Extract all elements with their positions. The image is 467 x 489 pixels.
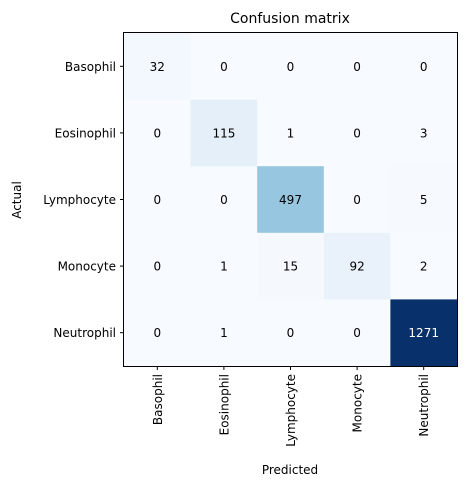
cell-value-label: 0: [153, 193, 161, 207]
cell-value-label: 1: [220, 326, 228, 340]
heatmap-cell: [323, 232, 391, 300]
y-axis-label: Actual: [10, 181, 24, 219]
cell-value-label: 0: [287, 326, 295, 340]
chart-title: Confusion matrix: [230, 11, 350, 27]
y-axis-ticks: Basophil Eosinophil Lymphocyte Monocyte Neut…: [43, 60, 124, 340]
heatmap-cell: [323, 299, 391, 367]
cell-value-label: 92: [349, 260, 364, 274]
heatmap-cell: [323, 33, 391, 101]
y-tick-label: Basophil: [65, 60, 116, 74]
cell-value-label: 0: [287, 60, 295, 74]
cell-value-label: 0: [153, 260, 161, 274]
heatmap-cell: [257, 299, 325, 367]
heatmap-cell: [190, 299, 258, 367]
cell-value-label: 0: [220, 193, 228, 207]
heatmap-cell: [323, 166, 391, 234]
x-tick-label: Basophil: [151, 374, 165, 425]
heatmap-cells: [124, 33, 458, 367]
heatmap-cell: [124, 99, 192, 167]
y-tick-label: Monocyte: [58, 260, 116, 274]
heatmap-cell-labels: 32 0 0 0 00 115 1 0 30 0 497 0 50 1 15 92 20 1 0 0 1271: [150, 60, 439, 340]
cell-value-label: 0: [420, 60, 428, 74]
heatmap-cell: [323, 99, 391, 167]
x-tick-label: Eosinophil: [217, 374, 231, 435]
x-tick-label: Monocyte: [351, 374, 365, 432]
cell-value-label: 497: [279, 193, 302, 207]
x-axis-label: Predicted: [262, 463, 318, 477]
y-tick-label: Eosinophil: [55, 126, 116, 140]
cell-value-label: 3: [420, 126, 428, 140]
heatmap-cell: [124, 232, 192, 300]
heatmap-cell: [390, 299, 458, 367]
cell-value-label: 115: [212, 126, 235, 140]
cell-value-label: 0: [220, 60, 228, 74]
heatmap-cell: [190, 33, 258, 101]
cell-value-label: 1271: [408, 326, 439, 340]
heatmap-cell: [390, 166, 458, 234]
y-tick-label: Neutrophil: [53, 326, 116, 340]
heatmap-cell: [390, 33, 458, 101]
cell-value-label: 0: [153, 126, 161, 140]
cell-value-label: 15: [283, 260, 298, 274]
heatmap-cell: [124, 166, 192, 234]
heatmap-cell: [257, 99, 325, 167]
cell-value-label: 0: [353, 126, 361, 140]
cell-value-label: 5: [420, 193, 428, 207]
cell-value-label: 2: [420, 260, 428, 274]
cell-value-label: 32: [150, 60, 165, 74]
cell-value-label: 0: [353, 60, 361, 74]
cell-value-label: 0: [353, 193, 361, 207]
heatmap-cell: [257, 166, 325, 234]
heatmap-cell: [257, 33, 325, 101]
heatmap-cell: [124, 33, 192, 101]
heatmap-cell: [124, 299, 192, 367]
x-tick-label: Neutrophil: [417, 374, 431, 437]
x-tick-label: Lymphocyte: [284, 374, 298, 447]
cell-value-label: 0: [353, 326, 361, 340]
x-axis-ticks: Basophil Eosinophil Lymphocyte Monocyte Neut…: [151, 366, 431, 447]
heatmap-cell: [190, 166, 258, 234]
heatmap-cell: [190, 232, 258, 300]
heatmap-cell: [390, 99, 458, 167]
heatmap-cell: [257, 232, 325, 300]
y-tick-label: Lymphocyte: [43, 193, 116, 207]
heatmap-cell: [190, 99, 258, 167]
cell-value-label: 1: [220, 260, 228, 274]
cell-value-label: 1: [287, 126, 295, 140]
heatmap-cell: [390, 232, 458, 300]
cell-value-label: 0: [153, 326, 161, 340]
